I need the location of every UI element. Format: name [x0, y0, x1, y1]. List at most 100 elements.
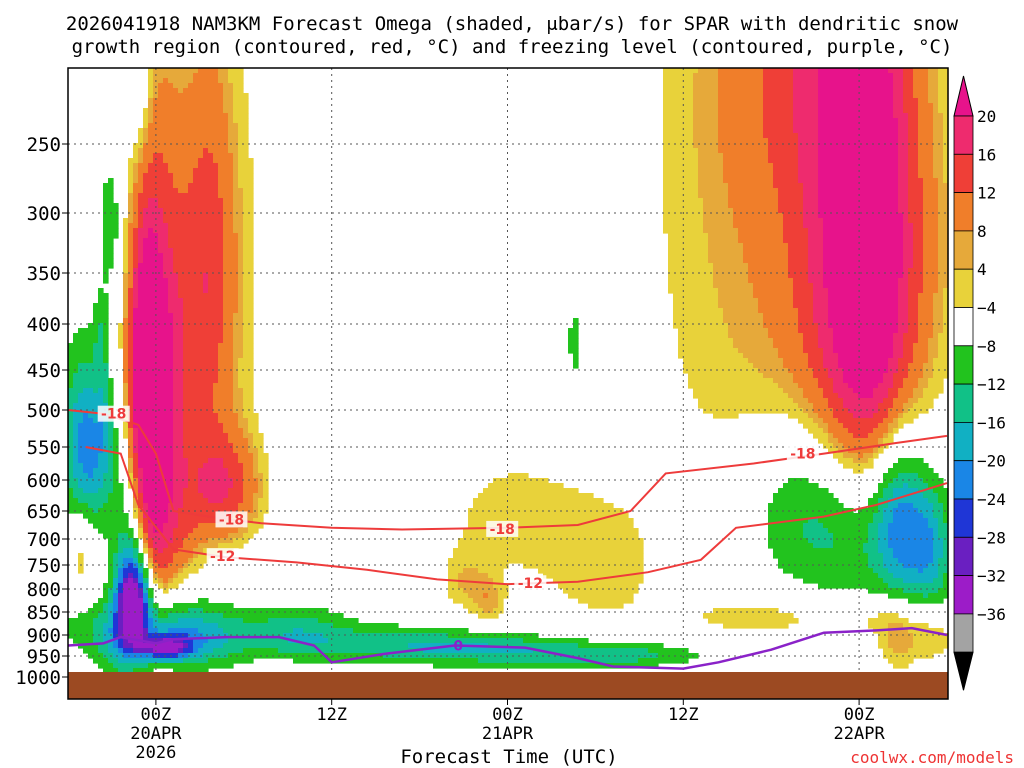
omega-cell — [668, 263, 714, 269]
omega-cell — [98, 298, 109, 304]
y-tick-label: 250 — [27, 134, 61, 156]
omega-cell — [568, 333, 579, 339]
omega-cell — [868, 618, 909, 624]
omega-cell — [923, 213, 939, 219]
omega-cell — [883, 373, 894, 379]
omega-cell — [73, 493, 109, 499]
omega-cell — [128, 263, 134, 269]
omega-cell — [163, 273, 179, 279]
omega-cell — [928, 523, 939, 529]
omega-cell — [123, 258, 129, 264]
y-tick-label: 1000 — [15, 667, 61, 689]
omega-cell — [838, 358, 889, 364]
omega-cell — [663, 218, 704, 224]
omega-cell — [243, 308, 254, 314]
omega-cell — [73, 338, 99, 344]
omega-cell — [943, 298, 949, 304]
omega-cell — [243, 393, 254, 399]
omega-cell — [173, 603, 234, 609]
omega-cell — [253, 438, 264, 444]
omega-cell — [818, 88, 894, 94]
omega-cell — [123, 643, 134, 649]
omega-cell — [703, 203, 729, 209]
omega-cell — [223, 98, 234, 104]
omega-cell — [118, 658, 184, 664]
omega-cell — [843, 463, 874, 469]
omega-cell — [918, 108, 934, 114]
omega-cell — [888, 358, 899, 364]
omega-cell — [783, 568, 874, 574]
omega-cell — [933, 158, 944, 164]
omega-cell — [128, 343, 134, 349]
omega-cell — [768, 328, 799, 334]
omega-cell — [488, 643, 579, 649]
omega-cell — [153, 548, 159, 554]
omega-cell — [138, 478, 144, 484]
omega-cell — [128, 363, 134, 369]
omega-cell — [133, 228, 139, 234]
omega-cell — [663, 203, 704, 209]
omega-cell — [118, 538, 134, 544]
omega-cell — [773, 163, 799, 169]
omega-cell — [153, 78, 164, 84]
omega-cell — [673, 303, 719, 309]
omega-cell — [573, 353, 579, 359]
omega-cell — [93, 473, 104, 479]
omega-cell — [238, 283, 244, 289]
omega-cell — [863, 548, 879, 554]
omega-cell — [818, 148, 899, 154]
omega-cell — [128, 253, 134, 259]
omega-cell — [173, 528, 194, 534]
omega-cell — [108, 608, 114, 614]
omega-cell — [923, 198, 939, 204]
omega-cell — [328, 638, 524, 644]
omega-cell — [158, 618, 179, 624]
omega-cell — [238, 263, 244, 269]
omega-cell — [898, 203, 909, 209]
omega-cell — [218, 543, 244, 549]
omega-cell — [908, 148, 919, 154]
omega-cell — [798, 168, 819, 174]
omega-cell — [248, 513, 259, 519]
omega-cell — [123, 383, 129, 389]
omega-cell — [933, 333, 939, 339]
omega-cell — [818, 343, 834, 349]
omega-cell — [103, 353, 109, 359]
omega-cell — [153, 73, 194, 79]
omega-cell — [103, 333, 109, 339]
omega-cell — [823, 418, 839, 424]
omega-cell — [858, 453, 864, 459]
omega-cell — [143, 148, 204, 154]
omega-cell — [103, 668, 119, 674]
omega-cell — [943, 178, 949, 184]
omega-cell — [223, 243, 239, 249]
omega-cell — [828, 373, 844, 379]
omega-cell — [188, 643, 194, 649]
omega-cell — [943, 318, 949, 324]
omega-cell — [943, 168, 949, 174]
omega-cell — [103, 398, 109, 404]
omega-cell — [878, 543, 889, 549]
omega-cell — [143, 143, 229, 149]
omega-cell — [668, 243, 709, 249]
omega-cell — [198, 473, 229, 479]
omega-cell — [128, 338, 134, 344]
omega-cell — [943, 543, 949, 549]
omega-cell — [673, 323, 729, 329]
omega-cell — [808, 363, 824, 369]
omega-cell — [118, 628, 124, 634]
omega-cell — [898, 283, 909, 289]
omega-cell — [663, 168, 699, 174]
omega-cell — [123, 338, 129, 344]
omega-cell — [723, 163, 774, 169]
omega-cell — [133, 553, 139, 559]
colorbar-label: −32 — [977, 567, 1006, 586]
omega-cell — [78, 613, 99, 619]
contour-label-bg — [97, 405, 130, 422]
omega-cell — [138, 278, 169, 284]
omega-cell — [78, 458, 99, 464]
colorbar-segment — [953, 613, 974, 653]
omega-cell — [878, 483, 889, 489]
omega-cell — [898, 293, 909, 299]
omega-cell — [128, 308, 134, 314]
